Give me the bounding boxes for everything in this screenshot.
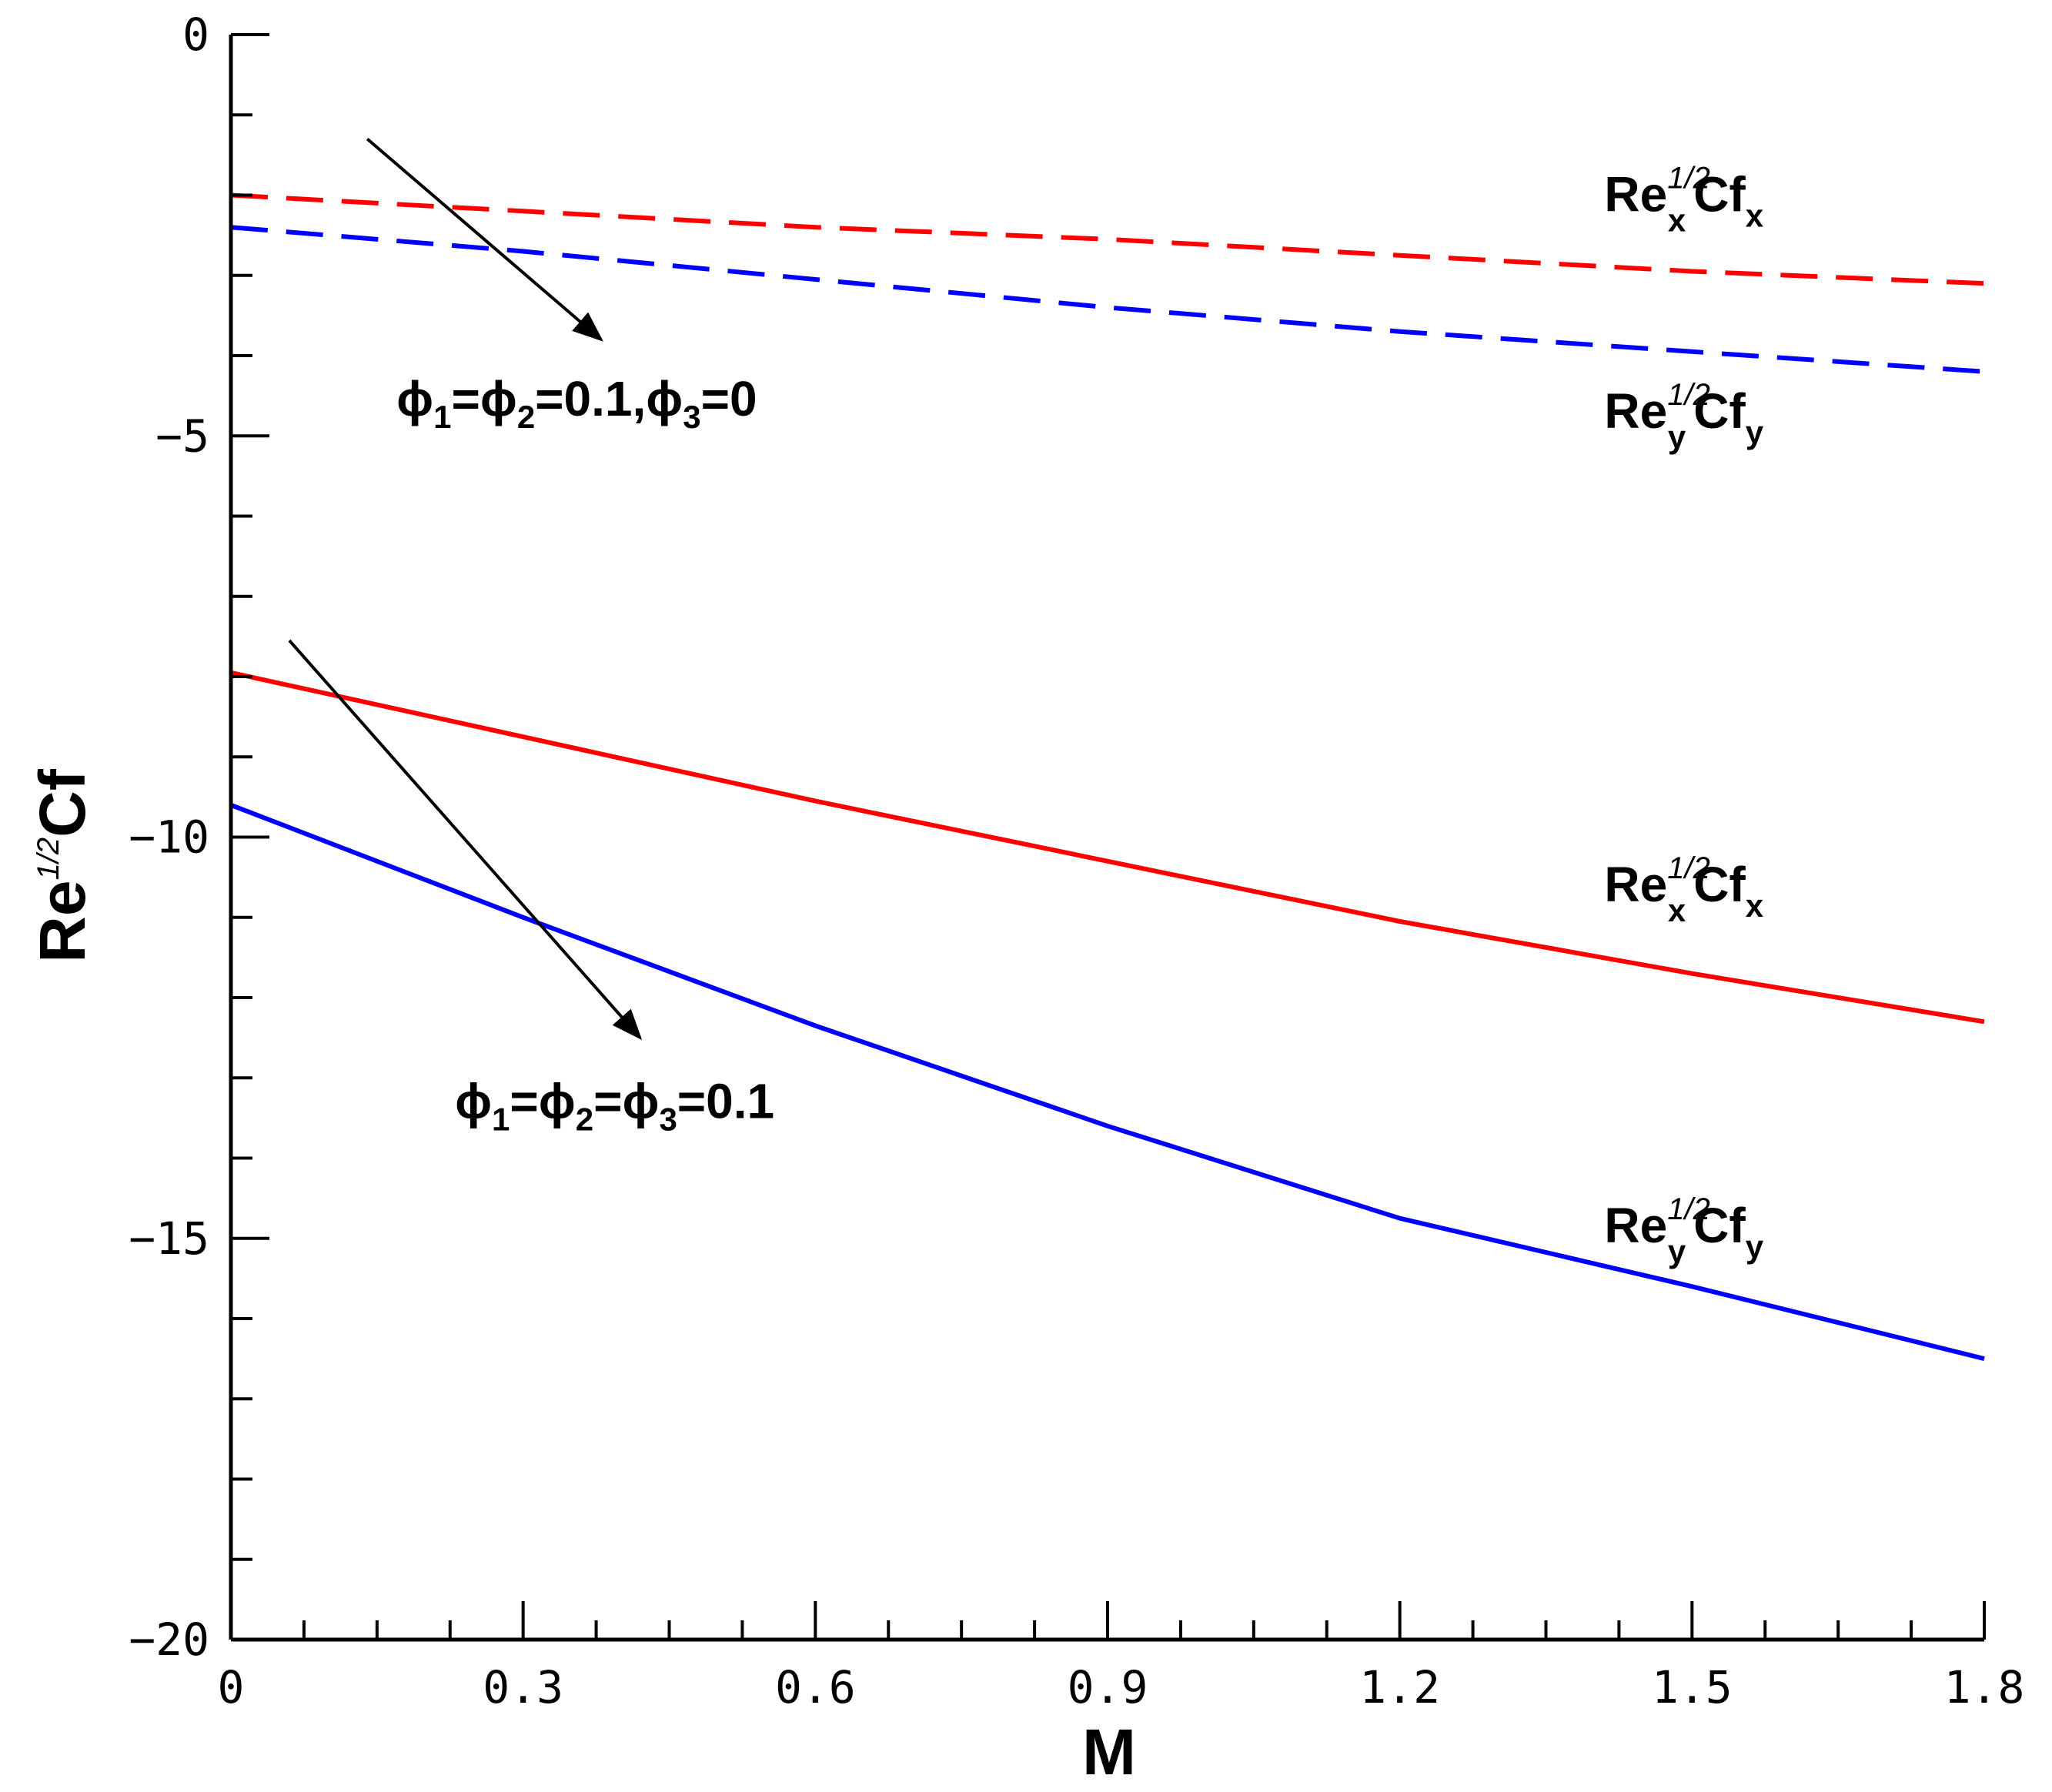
y-tick-label: −20 — [129, 1613, 209, 1666]
series-line-2 — [230, 225, 1985, 374]
x-axis-title: M — [1082, 1716, 1136, 1788]
x-tick-label: 1.2 — [1359, 1661, 1440, 1713]
y-tick-label: −15 — [129, 1212, 209, 1265]
case-label-phi3-nonzero: ϕ1=ϕ2=ϕ3=0.1 — [455, 1073, 774, 1137]
x-tick-label: 1.8 — [1944, 1661, 2025, 1713]
x-tick-label: 0 — [218, 1661, 245, 1713]
arrow-solid-group — [288, 639, 643, 1041]
y-tick-label: −10 — [129, 811, 209, 864]
label-solid-cfy: Re1/2 y Cfy — [1604, 1192, 1763, 1269]
series-line-3 — [230, 670, 1985, 1025]
series-line-1 — [230, 192, 1985, 286]
y-axis-title-sup: 1/2 — [32, 837, 65, 881]
x-tick-label: 0.3 — [483, 1661, 563, 1713]
y-tick-label: −5 — [155, 410, 209, 462]
arrow-dashed-group — [366, 138, 603, 342]
y-axis-title: Re1/2Cf — [26, 768, 99, 963]
case-label-phi3-zero: ϕ1=ϕ2=0.1,ϕ3=0 — [396, 371, 757, 435]
x-tick-label: 0.6 — [775, 1661, 856, 1713]
y-axis-title-base: Re — [26, 880, 99, 962]
label-dashed-cfx: Re1/2 x Cfx — [1604, 161, 1763, 238]
y-axis-title-tail: Cf — [26, 768, 99, 837]
series-line-4 — [229, 802, 1985, 1362]
y-tick-label: 0 — [182, 8, 209, 61]
x-tick-label: 0.9 — [1068, 1661, 1148, 1713]
label-solid-cfx: Re1/2 x Cfx — [1604, 851, 1763, 928]
x-tick-label: 1.5 — [1652, 1661, 1733, 1713]
label-dashed-cfy: Re1/2 y Cfy — [1604, 378, 1763, 455]
